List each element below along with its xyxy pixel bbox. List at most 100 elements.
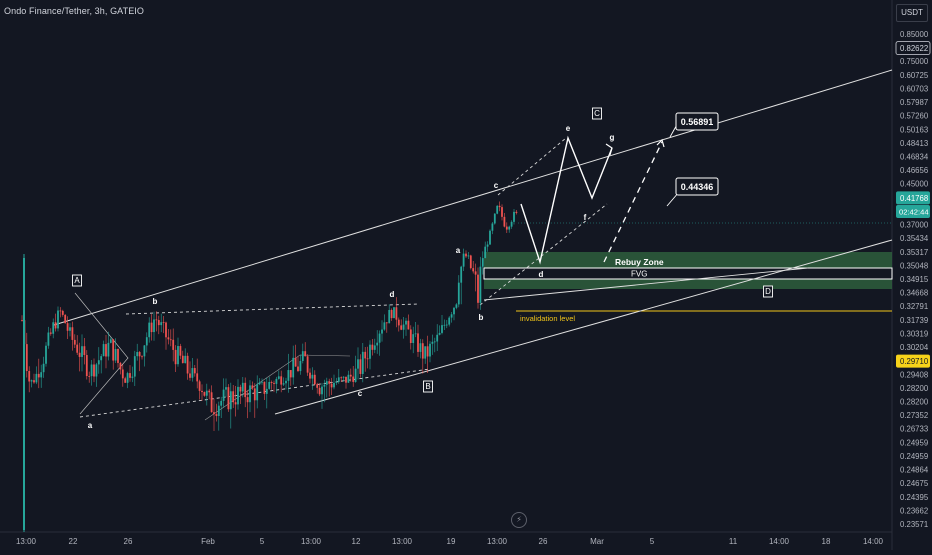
candle-body <box>352 376 355 382</box>
candle-body <box>100 356 103 361</box>
candle-body <box>381 329 383 334</box>
candle-body <box>155 319 158 321</box>
price-label: 0.57260 <box>900 112 929 121</box>
candle-body <box>174 349 177 365</box>
target-2-label: 0.44346 <box>681 182 714 192</box>
price-label: 0.26733 <box>900 425 928 434</box>
candle-body <box>479 266 482 303</box>
candle-body <box>299 360 302 372</box>
candle-body <box>289 370 292 378</box>
lightning-icon[interactable]: ⚡ <box>511 512 527 528</box>
wave-label-c-2: c <box>494 181 499 190</box>
first-candle-body <box>23 258 25 530</box>
price-label: 0.24959 <box>900 438 928 447</box>
wave-label-C: C <box>594 109 600 118</box>
candle-body <box>345 376 347 383</box>
candle-body <box>465 253 467 257</box>
wave-label-c: c <box>358 389 363 398</box>
candle-body <box>203 392 206 396</box>
candle-body <box>210 392 213 413</box>
candle-body <box>162 322 165 323</box>
wave-label-a-2: a <box>456 246 461 255</box>
price-label: 0.35317 <box>900 248 928 257</box>
candle-body <box>59 310 62 312</box>
wave-label-D-box <box>763 285 773 298</box>
candle-body <box>484 246 487 259</box>
price-label: 0.57987 <box>900 98 928 107</box>
price-label: 0.85000 <box>900 30 929 39</box>
candle-body <box>181 355 184 364</box>
time-label: 11 <box>729 537 738 546</box>
candle-body <box>54 322 57 329</box>
wave-label-C-box <box>592 107 602 120</box>
price-label: 0.35048 <box>900 261 928 270</box>
candle-body <box>208 390 211 393</box>
candle-body <box>318 387 321 395</box>
candle-body <box>78 352 81 357</box>
candle-body <box>21 320 23 321</box>
candle-body <box>141 356 143 358</box>
time-label: 13:00 <box>392 537 413 546</box>
candle-body <box>184 355 187 364</box>
candle-body <box>47 332 50 346</box>
wave-label-d-2: d <box>539 270 544 279</box>
candle-body <box>450 314 453 318</box>
price-label: 0.46834 <box>900 153 929 162</box>
candle-body <box>409 329 412 343</box>
candle-body <box>445 324 448 326</box>
candle-body <box>287 370 290 381</box>
candle-body <box>33 380 35 383</box>
time-label: 19 <box>447 537 456 546</box>
candle-body <box>232 391 235 403</box>
symbol-title[interactable]: Ondo Finance/Tether, 3h, GATEIO <box>4 6 145 16</box>
candle-body <box>414 333 417 335</box>
candles <box>21 201 518 432</box>
price-label: 0.28200 <box>900 398 929 407</box>
candle-body <box>105 344 107 357</box>
candle-body <box>309 372 311 379</box>
boxed-price-tag <box>895 41 931 56</box>
time-label: 5 <box>260 537 265 546</box>
candle-body <box>193 368 196 374</box>
channel-upper-line <box>53 69 893 326</box>
candle-body <box>129 373 131 378</box>
candle-body <box>28 371 31 382</box>
candle-body <box>493 213 496 224</box>
candle-body <box>189 373 191 378</box>
candle-body <box>153 319 155 333</box>
candle-body <box>366 358 369 360</box>
candle-body <box>215 414 218 416</box>
price-label: 0.28200 <box>900 384 929 393</box>
wave-label-B: B <box>425 382 430 391</box>
candle-body <box>256 384 259 401</box>
price-label: 0.23571 <box>900 520 928 529</box>
candle-body <box>388 309 391 324</box>
price-label: 0.34915 <box>900 275 929 284</box>
candle-body <box>421 343 424 359</box>
candle-body <box>301 351 304 361</box>
candle-body <box>457 282 460 305</box>
countdown-tag <box>896 204 930 218</box>
time-label: 12 <box>352 537 361 546</box>
candle-body <box>261 381 263 383</box>
candle-body <box>69 327 71 331</box>
candle-body <box>270 381 273 383</box>
price-label: 0.75000 <box>900 57 929 66</box>
candle-body <box>441 325 443 333</box>
candle-body <box>131 376 134 378</box>
candle-body <box>438 332 441 335</box>
candle-body <box>337 377 340 382</box>
candle-body <box>148 322 151 338</box>
candle-body <box>275 378 278 384</box>
price-label: 0.32791 <box>900 302 928 311</box>
candle-body <box>198 381 201 391</box>
candle-body <box>349 374 352 377</box>
candle-body <box>325 381 328 385</box>
candle-body <box>462 253 465 267</box>
candle-body <box>311 374 314 379</box>
candle-body <box>45 345 47 364</box>
candle-body <box>498 205 501 208</box>
currency-button[interactable]: USDT <box>896 4 928 22</box>
